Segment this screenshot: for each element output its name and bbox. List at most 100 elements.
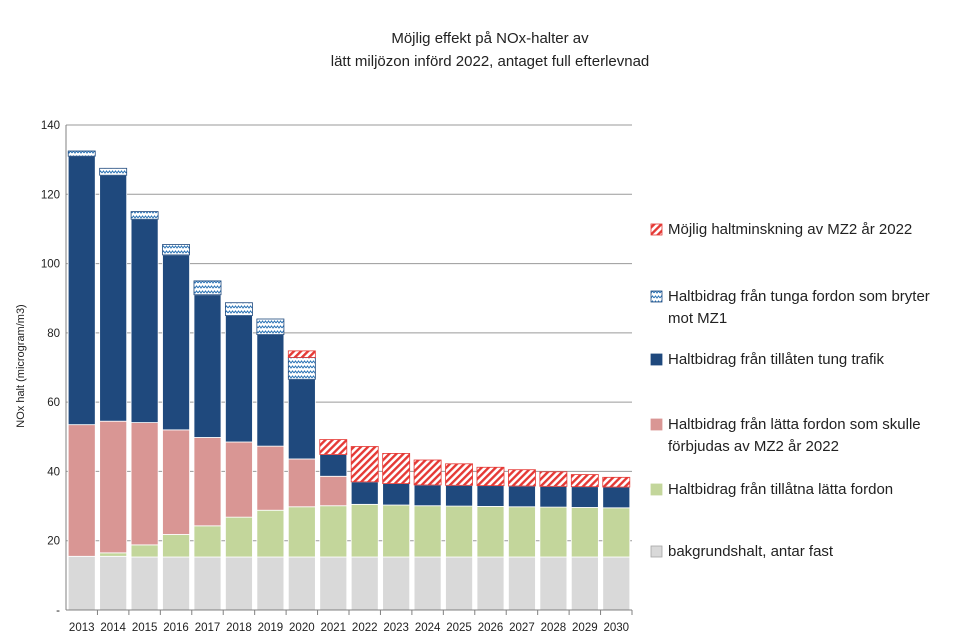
bar-segment: [225, 556, 253, 611]
bar-segment: [413, 459, 442, 486]
bar-segment: [130, 211, 159, 220]
legend-label: Möjlig haltminskning av MZ2 år 2022: [668, 221, 912, 238]
bar-segment: [350, 446, 379, 483]
bar-segment: [162, 534, 190, 558]
bar-segment: [99, 420, 128, 554]
bar-segment: [350, 503, 379, 558]
y-tick-label: 40: [47, 466, 60, 478]
bar-segment: [570, 474, 599, 488]
bar-segment: [287, 350, 316, 358]
chart-title-line-2: lätt miljözon införd 2022, antaget full …: [331, 53, 650, 70]
legend-label: mot MZ1: [668, 310, 727, 327]
bar-segment: [382, 483, 411, 506]
x-tick-label: 2022: [352, 622, 378, 634]
x-tick-label: 2015: [132, 622, 158, 634]
bar-segment: [602, 486, 631, 509]
bar-segment: [225, 315, 253, 443]
bar-segment: [67, 150, 96, 157]
bar-segment: [193, 280, 222, 296]
bar-segment: [508, 506, 536, 558]
x-tick-label: 2017: [195, 622, 221, 634]
legend-swatch: [650, 545, 663, 558]
bar-segment: [476, 485, 505, 507]
bar-segment: [287, 506, 316, 558]
bar-segment: [382, 453, 411, 484]
bar-segment: [319, 556, 348, 611]
bar-segment: [602, 507, 631, 558]
bar-segment: [130, 556, 159, 611]
legend-swatch: [650, 290, 663, 303]
bar-segment: [476, 506, 505, 558]
bar-segment: [225, 302, 253, 316]
bar-segment: [99, 555, 128, 611]
bar-segment: [508, 485, 536, 508]
x-tick-label: 2020: [289, 622, 315, 634]
y-tick-label: 100: [41, 259, 60, 271]
y-tick-label: 80: [47, 328, 60, 340]
y-tick-label: 120: [41, 189, 60, 201]
chart-title-line-1: Möjlig effekt på NOx-halter av: [391, 30, 589, 47]
x-tick-label: 2028: [541, 622, 567, 634]
bar-segment: [193, 525, 222, 558]
bar-segment: [445, 463, 473, 486]
bar-segment: [130, 422, 159, 546]
x-tick-label: 2029: [572, 622, 598, 634]
bar-segment: [130, 218, 159, 423]
bar-segment: [256, 509, 285, 558]
axes: - 20 40 60 80 100 120 140 2013 2014 2015 2016 2017 20…: [41, 120, 633, 634]
bar-segment: [539, 506, 568, 558]
legend-swatch: [650, 353, 663, 366]
bar-segment: [319, 454, 348, 477]
bar-segment: [539, 556, 568, 611]
bar-segment: [539, 471, 568, 487]
y-tick-label: 140: [41, 120, 60, 132]
bar-segment: [256, 445, 285, 511]
x-tick-label: 2018: [226, 622, 252, 634]
x-tick-label: 2014: [100, 622, 126, 634]
bar-segment: [382, 556, 411, 611]
bar-segment: [445, 505, 473, 558]
legend-swatch: [650, 223, 663, 236]
x-tick-label: 2016: [163, 622, 189, 634]
chart-title: Möjlig effekt på NOx-halter av lätt milj…: [331, 30, 650, 70]
x-tick-label: 2013: [69, 622, 95, 634]
x-tick-label: 2026: [478, 622, 504, 634]
legend-label: Haltbidrag från tunga fordon som bryter: [668, 288, 930, 305]
bar-segment: [476, 556, 505, 611]
bar-segment: [602, 476, 631, 488]
bar-segment: [413, 484, 442, 507]
bar-segment: [319, 475, 348, 507]
bar-segment: [570, 556, 599, 611]
bar-segment: [350, 556, 379, 611]
bar-segment: [225, 516, 253, 558]
bar-segment: [256, 556, 285, 611]
bar-segment: [193, 556, 222, 611]
bar-segment: [445, 484, 473, 507]
bar-segment: [287, 378, 316, 460]
y-tick-label: 60: [47, 397, 60, 409]
bars: [67, 150, 631, 611]
bar-segment: [570, 507, 599, 558]
grid: [66, 124, 632, 542]
bar-segment: [287, 458, 316, 508]
bar-segment: [287, 556, 316, 611]
bar-segment: [256, 334, 285, 447]
legend-label: bakgrundshalt, antar fast: [668, 543, 834, 560]
bar-segment: [539, 485, 568, 508]
legend-label: Haltbidrag från lätta fordon som skulle: [668, 416, 921, 433]
y-tick-label: -: [56, 605, 60, 617]
y-axis-label: NOx halt (microgram/m3): [15, 304, 27, 427]
bar-segment: [193, 437, 222, 527]
bar-segment: [319, 439, 348, 455]
x-tick-label: 2021: [320, 622, 346, 634]
bar-segment: [162, 254, 190, 431]
bar-segment: [570, 486, 599, 508]
bar-segment: [67, 424, 96, 557]
bar-segment: [476, 466, 505, 487]
bar-segment: [445, 556, 473, 611]
bar-segment: [225, 441, 253, 518]
legend-swatch: [650, 483, 663, 496]
bar-segment: [413, 505, 442, 558]
bar-segment: [382, 504, 411, 558]
